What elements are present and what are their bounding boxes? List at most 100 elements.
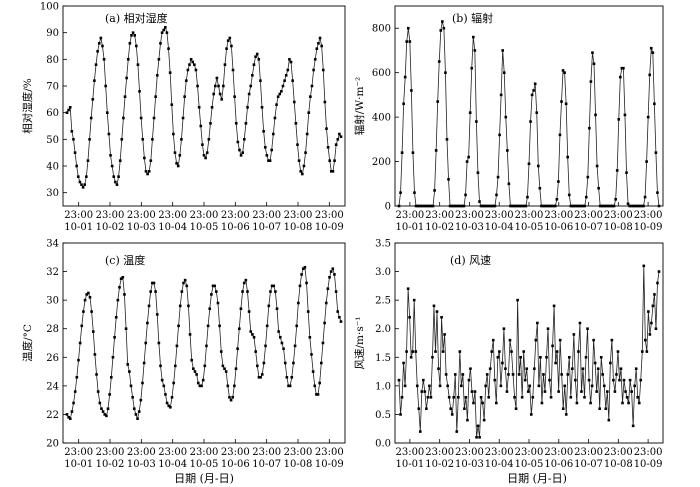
data-point	[231, 395, 235, 399]
data-point	[194, 68, 198, 72]
data-point	[329, 270, 333, 273]
data-point	[257, 375, 261, 379]
data-point	[133, 34, 136, 37]
data-point	[420, 204, 424, 208]
y-tick-label: 34	[46, 239, 59, 250]
data-point	[443, 333, 446, 336]
data-point	[247, 310, 251, 313]
data-point	[146, 321, 149, 325]
x-tick-date-label: 10-04	[485, 459, 514, 470]
data-point	[75, 164, 78, 168]
data-point	[487, 204, 491, 208]
y-tick-label: 60	[46, 108, 59, 119]
data-point	[272, 284, 276, 288]
data-point	[297, 159, 301, 162]
y-tick-label: 3.5	[375, 239, 391, 250]
data-point	[189, 58, 193, 61]
x-tick-time-label: 23:00	[96, 447, 125, 458]
data-point	[558, 338, 562, 342]
data-point	[445, 138, 449, 141]
data-point	[252, 335, 256, 339]
data-point	[409, 355, 413, 359]
data-point	[323, 321, 326, 325]
data-point	[461, 373, 465, 376]
data-point	[78, 341, 82, 345]
data-point	[168, 71, 172, 74]
data-point	[204, 156, 207, 160]
data-point	[142, 361, 146, 365]
data-point	[252, 63, 256, 66]
data-point	[533, 82, 537, 86]
data-point	[495, 401, 498, 405]
data-point	[270, 284, 274, 288]
y-tick-label: 3.0	[375, 267, 391, 278]
data-point	[292, 100, 296, 104]
data-point	[155, 74, 159, 77]
panel-a-title: (a) 相对湿度	[105, 11, 168, 25]
x-tick-date-label: 10-03	[127, 459, 156, 470]
data-point	[262, 130, 265, 133]
data-point	[315, 393, 318, 396]
data-point	[600, 204, 604, 208]
data-point	[197, 106, 201, 109]
data-point	[441, 350, 445, 353]
data-point	[254, 55, 257, 58]
data-point	[201, 143, 204, 146]
data-point	[310, 353, 313, 356]
x-tick-time-label: 23:00	[96, 210, 125, 221]
data-point	[244, 122, 248, 125]
x-tick-time-label: 23:00	[190, 447, 219, 458]
series-line	[66, 26, 342, 189]
data-point	[198, 384, 202, 388]
data-point	[434, 350, 437, 353]
data-point	[288, 58, 291, 61]
x-tick-date-label: 10-05	[515, 222, 544, 233]
data-point	[283, 79, 286, 82]
data-point	[631, 424, 635, 428]
data-point	[117, 175, 120, 178]
x-tick-date-label: 10-02	[425, 459, 454, 470]
data-point	[254, 350, 257, 353]
data-point	[116, 298, 120, 302]
data-point	[605, 204, 608, 208]
data-point	[560, 100, 563, 103]
data-point	[91, 98, 95, 101]
data-point	[159, 42, 162, 45]
data-point	[604, 407, 608, 411]
data-point	[80, 183, 83, 186]
x-tick-date-label: 10-06	[544, 222, 573, 233]
data-point	[200, 384, 203, 388]
data-point	[548, 378, 551, 382]
data-point	[196, 84, 199, 88]
data-point	[400, 395, 404, 399]
data-point	[606, 390, 609, 393]
data-point	[535, 111, 539, 114]
data-point	[85, 293, 88, 296]
data-point	[479, 204, 483, 208]
data-point	[422, 204, 426, 208]
x-tick-time-label: 23:00	[221, 210, 250, 221]
x-tick-time-label: 23:00	[158, 447, 187, 458]
data-point	[507, 373, 510, 376]
data-point	[571, 204, 574, 208]
data-point	[291, 79, 294, 82]
data-point	[508, 338, 512, 342]
data-point	[510, 204, 514, 208]
data-point	[485, 204, 489, 208]
data-point	[597, 186, 600, 190]
data-point	[478, 200, 481, 203]
data-point	[591, 51, 594, 54]
data-point	[215, 76, 219, 80]
data-point	[434, 149, 438, 152]
data-point	[397, 378, 401, 382]
data-point	[260, 106, 264, 109]
data-point	[461, 204, 464, 208]
data-point	[437, 367, 440, 371]
data-point	[205, 344, 208, 348]
data-point	[293, 344, 297, 348]
data-point	[95, 373, 98, 376]
data-point	[428, 204, 432, 208]
data-point	[458, 204, 461, 208]
data-point	[213, 84, 217, 88]
x-tick-date-label: 10-03	[127, 222, 156, 233]
